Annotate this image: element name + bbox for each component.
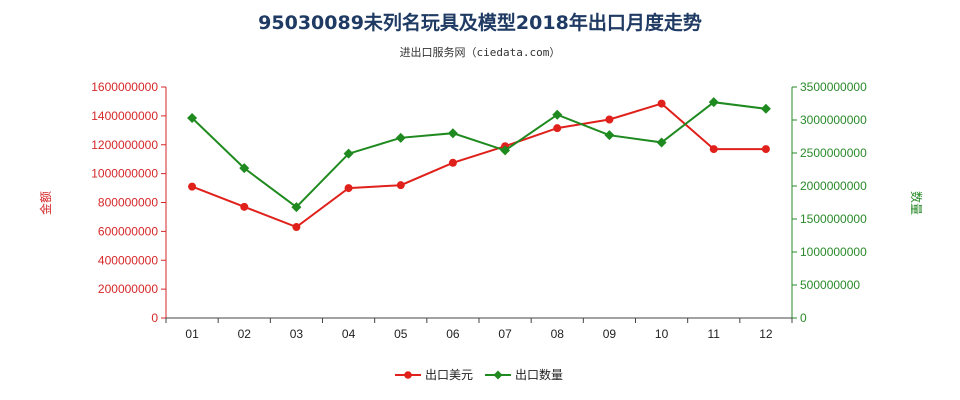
- data-point-series-1: [344, 184, 353, 193]
- data-point-series-2: [291, 202, 302, 213]
- data-point-series-2: [604, 130, 615, 141]
- series-line-2: [191, 101, 767, 209]
- y-right-axis-label: 数量: [909, 191, 924, 215]
- axes-layer: 0200000000400000000600000000800000000100…: [91, 80, 867, 341]
- y-left-tick-label: 1200000000: [91, 138, 158, 152]
- y-left-tick-label: 600000000: [98, 224, 158, 238]
- y-right-tick-label: 3000000000: [800, 113, 867, 127]
- y-right-tick-label: 3500000000: [800, 80, 867, 94]
- x-tick-label: 07: [498, 327, 512, 341]
- legend-label: 出口美元: [425, 368, 473, 382]
- y-left-tick-label: 1400000000: [91, 109, 158, 123]
- data-point-series-1: [657, 99, 666, 108]
- data-point-series-2: [239, 163, 250, 174]
- series-line-1: [191, 102, 766, 229]
- y-right-tick-label: 1000000000: [800, 245, 867, 259]
- x-tick-label: 01: [185, 327, 199, 341]
- data-point-series-1: [292, 223, 301, 232]
- y-left-tick-label: 800000000: [98, 196, 158, 210]
- x-tick-label: 05: [394, 327, 408, 341]
- data-point-series-1: [553, 124, 562, 133]
- data-point-series-1: [188, 182, 197, 191]
- data-point-series-1: [761, 145, 770, 154]
- y-right-tick-label: 2500000000: [800, 146, 867, 160]
- chart-title: 95030089未列名玩具及模型2018年出口月度走势: [258, 11, 702, 34]
- y-left-tick-label: 400000000: [98, 253, 158, 267]
- legend: 出口美元 出口数量: [395, 367, 563, 382]
- legend-label: 出口数量: [515, 367, 563, 382]
- data-point-series-1: [448, 158, 457, 167]
- data-point-series-2: [500, 145, 511, 156]
- data-point-series-1: [240, 202, 249, 211]
- y-right-tick-label: 500000000: [800, 278, 860, 292]
- x-tick-label: 03: [290, 327, 304, 341]
- x-tick-label: 08: [551, 327, 565, 341]
- data-point-series-2: [552, 109, 563, 120]
- chart-subtitle: 进出口服务网（ciedata.com）: [400, 45, 561, 59]
- x-tick-label: 10: [655, 327, 669, 341]
- data-point-series-1: [396, 181, 405, 190]
- x-tick-label: 02: [238, 327, 252, 341]
- data-point-series-2: [395, 132, 406, 143]
- x-tick-label: 09: [603, 327, 617, 341]
- data-point-series-2: [656, 137, 667, 148]
- y-right-tick-label: 0: [800, 311, 807, 325]
- y-left-tick-label: 1000000000: [91, 167, 158, 181]
- x-tick-label: 12: [759, 327, 773, 341]
- data-point-series-2: [343, 148, 354, 159]
- legend-marker-circle: [404, 371, 412, 379]
- x-tick-label: 06: [446, 327, 460, 341]
- x-tick-label: 04: [342, 327, 356, 341]
- y-left-axis-label: 金额: [38, 191, 53, 215]
- x-tick-label: 11: [708, 327, 721, 341]
- data-point-series-1: [605, 115, 614, 124]
- y-right-tick-label: 1500000000: [800, 212, 867, 226]
- data-point-series-2: [760, 103, 771, 114]
- data-point-series-2: [187, 113, 198, 124]
- data-point-series-2: [708, 97, 719, 108]
- y-right-tick-label: 2000000000: [800, 179, 867, 193]
- series-layer: [187, 97, 771, 232]
- data-point-series-1: [709, 145, 718, 154]
- data-point-series-2: [447, 128, 458, 139]
- y-left-tick-label: 200000000: [98, 282, 158, 296]
- y-left-tick-label: 0: [151, 311, 158, 325]
- legend-marker-diamond: [493, 370, 503, 380]
- y-left-tick-label: 1600000000: [91, 80, 158, 94]
